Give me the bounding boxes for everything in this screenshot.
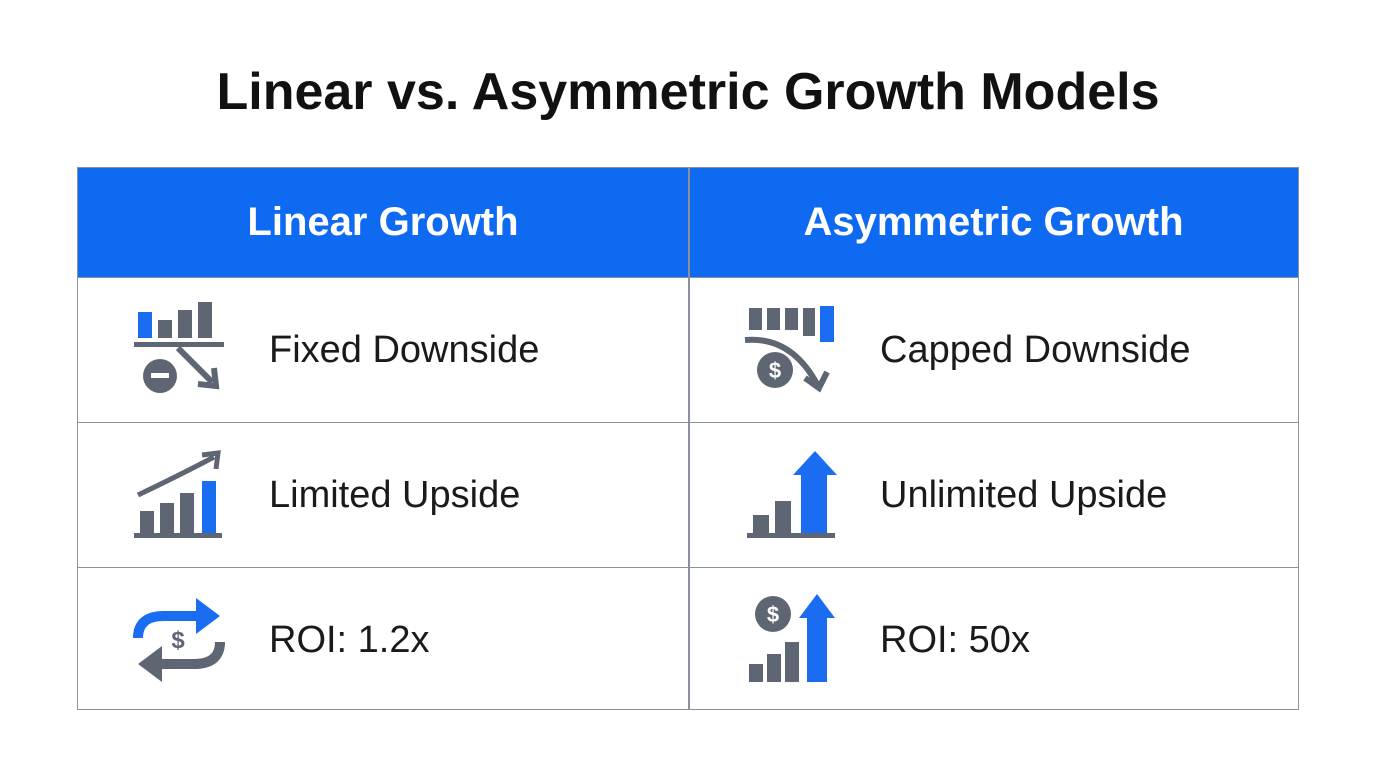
table-cell: Limited Upside [78, 422, 688, 567]
cell-text: ROI: 1.2x [269, 618, 430, 661]
icon [134, 302, 224, 393]
table-cell: $ Capped Downside [689, 277, 1298, 422]
cell-text: Capped Downside [880, 328, 1191, 371]
cell-text: Fixed Downside [269, 328, 540, 371]
icon: $ [133, 598, 225, 682]
column-divider [688, 168, 690, 709]
table-cell: $ ROI: 50x [689, 567, 1298, 712]
icon: $ [744, 306, 834, 393]
icon [747, 451, 837, 538]
svg-text:$: $ [769, 358, 781, 383]
cell-text: Unlimited Upside [880, 473, 1168, 516]
svg-text:$: $ [767, 602, 779, 627]
title: Linear vs. Asymmetric Growth Models [216, 63, 1160, 121]
icon [134, 450, 222, 538]
table-cell: Unlimited Upside [689, 422, 1298, 567]
table-cell: Fixed Downside [78, 277, 688, 422]
comparison-table: Linear Growth Asymmetric Growth Fixed Do… [77, 167, 1299, 710]
cell-text: Limited Upside [269, 473, 521, 516]
table-cell: $ ROI: 1.2x [78, 567, 688, 712]
column-header: Linear Growth [78, 168, 688, 277]
column-header: Asymmetric Growth [689, 168, 1298, 277]
icon: $ [749, 594, 835, 682]
svg-text:$: $ [171, 627, 185, 654]
cell-text: ROI: 50x [880, 618, 1030, 661]
